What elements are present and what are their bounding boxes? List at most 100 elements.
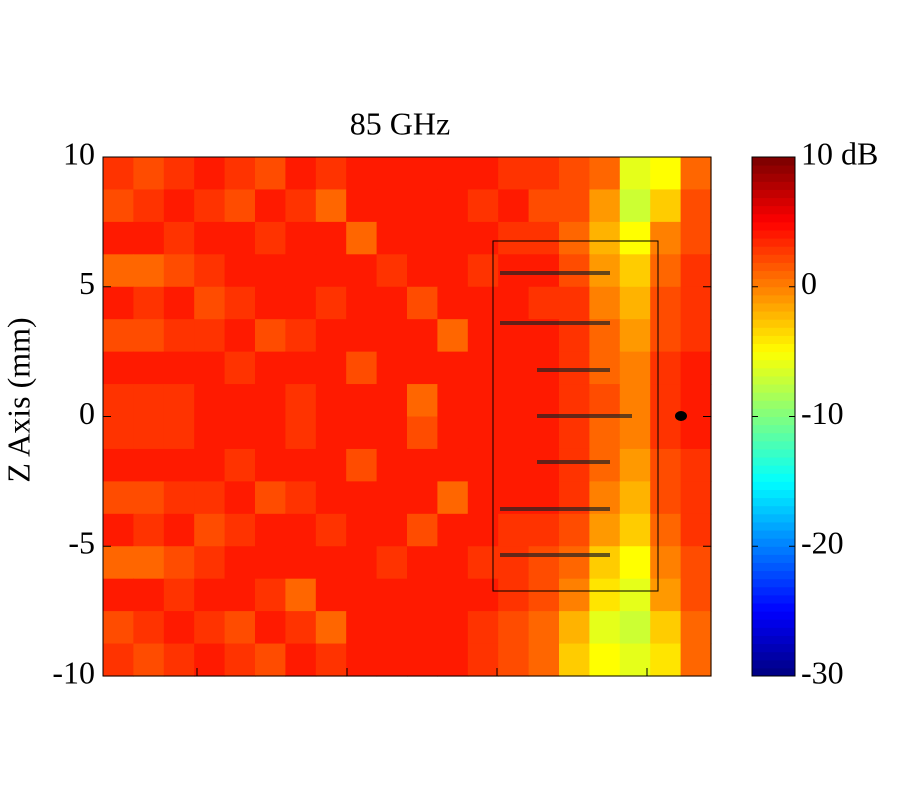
cell (498, 384, 530, 418)
dash-row (537, 368, 610, 372)
cell (346, 319, 378, 353)
cell (194, 448, 226, 482)
cell (619, 643, 651, 677)
cell (103, 221, 134, 255)
cell (376, 546, 408, 580)
colorbar-tick-label: 0 (801, 265, 817, 301)
cell (163, 319, 195, 353)
cell (255, 319, 286, 353)
cell (650, 546, 682, 580)
colorbar-tick-label: -20 (801, 525, 844, 561)
cell (498, 546, 530, 580)
cell (224, 384, 256, 418)
cell (285, 416, 317, 450)
cell (376, 286, 408, 320)
cell (407, 351, 438, 385)
cell (133, 481, 165, 515)
cell (194, 157, 226, 191)
cell (224, 254, 256, 288)
cell (285, 319, 317, 353)
cell (224, 611, 256, 645)
cell (224, 546, 256, 580)
y-tick-label: -10 (52, 654, 95, 690)
colorbar-step (752, 238, 795, 247)
cell (559, 254, 590, 288)
cell (650, 611, 682, 645)
colorbar-step (752, 392, 795, 401)
colorbar-step (752, 359, 795, 369)
colorbar-step (752, 335, 795, 345)
colorbar-step (752, 343, 795, 353)
cell (680, 351, 712, 385)
colorbar-step (752, 213, 795, 223)
cell (255, 286, 286, 320)
cell (680, 286, 712, 320)
colorbar-step (752, 465, 795, 474)
colorbar-step (752, 165, 795, 174)
colorbar-step (752, 375, 795, 385)
cell (224, 416, 256, 450)
array-outline (492, 240, 659, 592)
cell (437, 319, 469, 353)
cell (163, 546, 195, 580)
cell (650, 448, 682, 482)
cell (376, 254, 408, 288)
cell (163, 611, 195, 645)
cell (346, 189, 378, 223)
colorbar-step (752, 181, 795, 190)
colorbar-step (752, 578, 795, 588)
cell (346, 448, 378, 482)
dash-row (500, 553, 610, 557)
cell (194, 546, 226, 580)
cell (437, 578, 469, 612)
colorbar-step (752, 448, 795, 458)
y-tick-label: 0 (79, 395, 95, 431)
colorbar-step (752, 513, 795, 523)
y-tick-label: 5 (79, 265, 95, 301)
colorbar-step (752, 205, 795, 215)
cell (376, 643, 408, 677)
cell (224, 578, 256, 612)
colorbar-step (752, 311, 795, 320)
cell (346, 546, 378, 580)
cell (589, 611, 621, 645)
cell (103, 448, 134, 482)
cell (437, 157, 469, 191)
cell (619, 384, 651, 418)
cell (407, 416, 438, 450)
colorbar-step (752, 457, 795, 466)
colorbar-step (752, 157, 795, 166)
cell (103, 611, 134, 645)
cell (224, 157, 256, 191)
cell (559, 513, 590, 547)
colorbar-step (752, 424, 795, 434)
cell (467, 416, 499, 450)
cell (559, 578, 590, 612)
dash-row (500, 507, 610, 511)
cell (285, 189, 317, 223)
colorbar-step (752, 481, 795, 490)
colorbar-step (752, 327, 795, 336)
colorbar-step (752, 562, 795, 572)
cell (163, 351, 195, 385)
cell (285, 611, 317, 645)
cell (498, 611, 530, 645)
cell (589, 221, 621, 255)
cell (498, 189, 530, 223)
cell (498, 578, 530, 612)
cell (559, 157, 590, 191)
colorbar-step (752, 530, 795, 539)
cell (467, 481, 499, 515)
cell (559, 611, 590, 645)
cell (407, 546, 438, 580)
cell (315, 416, 347, 450)
colorbar-step (752, 570, 795, 580)
cell (346, 286, 378, 320)
cell (619, 319, 651, 353)
cell (680, 513, 712, 547)
cell (407, 578, 438, 612)
cell (194, 351, 226, 385)
cell (255, 546, 286, 580)
cell (103, 351, 134, 385)
cell (194, 578, 226, 612)
